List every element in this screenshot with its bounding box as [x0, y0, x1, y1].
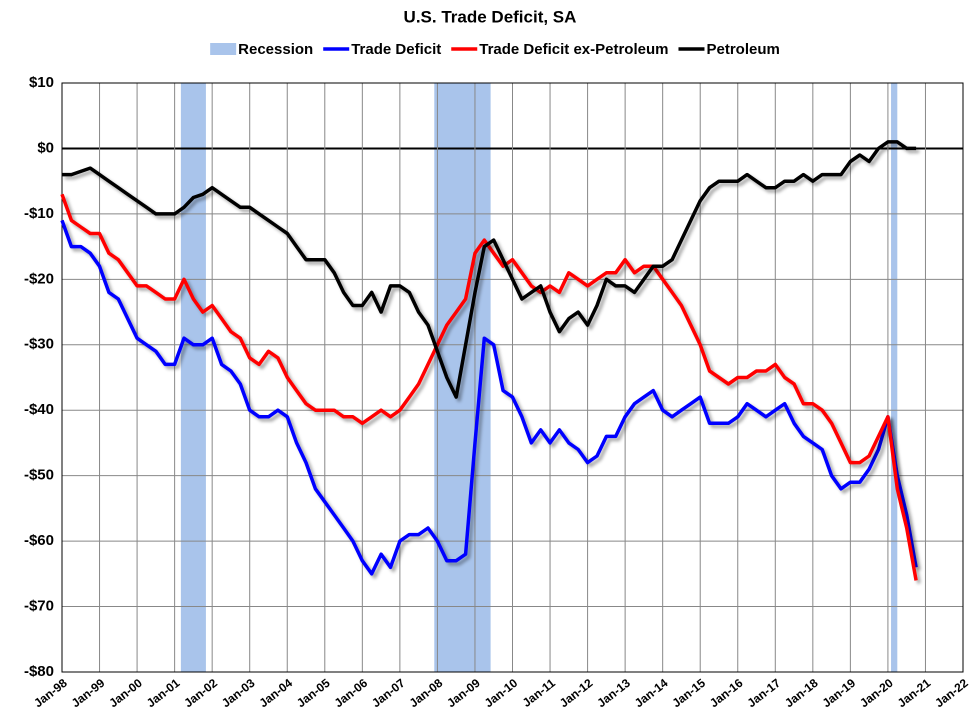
recession-band [180, 83, 206, 672]
x-tick-label: Jan-98 [31, 676, 70, 711]
x-tick-label: Jan-11 [520, 676, 558, 710]
y-tick-label: $0 [37, 139, 54, 156]
plot-frame [61, 82, 964, 673]
x-tick-label: Jan-19 [820, 676, 859, 711]
legend: Recession Trade Deficit Trade Deficit ex-P… [210, 41, 780, 58]
x-tick-label: Jan-06 [332, 676, 371, 711]
x-tick-label: Jan-12 [557, 676, 596, 711]
x-tick-label: Jan-16 [707, 676, 746, 711]
x-tick-label: Jan-10 [482, 676, 521, 711]
x-tick-label: Jan-00 [106, 676, 145, 711]
x-tick-label: Jan-07 [369, 676, 408, 711]
x-tick-label: Jan-09 [444, 676, 483, 711]
legend-label: Trade Deficit ex-Petroleum [479, 41, 668, 58]
legend-label: Trade Deficit [351, 41, 441, 58]
y-tick-label: -$40 [24, 401, 54, 418]
x-tick-label: Jan-18 [782, 676, 821, 711]
y-tick-label: -$10 [24, 205, 54, 222]
recession-band [891, 83, 898, 672]
series-line [62, 140, 917, 399]
x-tick-label: Jan-14 [632, 676, 671, 711]
y-tick-label: -$80 [24, 663, 54, 680]
legend-swatch [210, 43, 237, 55]
series-line [60, 219, 918, 576]
x-tick-label: Jan-21 [895, 676, 934, 711]
series-line [60, 193, 918, 581]
x-tick-label: Jan-17 [745, 676, 784, 711]
chart-title: U.S. Trade Deficit, SA [404, 7, 577, 26]
x-tick-label: Jan-22 [932, 676, 971, 711]
x-tick-label: Jan-03 [219, 676, 258, 711]
y-tick-label: -$20 [24, 270, 54, 287]
y-tick-label: -$60 [24, 532, 54, 549]
x-tick-label: Jan-15 [669, 676, 708, 711]
x-tick-label: Jan-20 [857, 676, 896, 711]
x-tick-label: Jan-04 [256, 676, 295, 711]
x-tick-label: Jan-01 [144, 676, 183, 711]
y-tick-label: -$30 [24, 336, 54, 353]
y-tick-label: $10 [29, 74, 54, 91]
y-tick-label: -$50 [24, 467, 54, 484]
x-tick-label: Jan-99 [69, 676, 108, 711]
y-tick-label: -$70 [24, 598, 54, 615]
x-tick-label: Jan-08 [407, 676, 446, 711]
x-tick-label: Jan-13 [594, 676, 633, 711]
x-tick-label: Jan-02 [181, 676, 220, 711]
x-tick-label: Jan-05 [294, 676, 333, 711]
legend-label: Petroleum [706, 41, 779, 58]
legend-label: Recession [238, 41, 313, 58]
